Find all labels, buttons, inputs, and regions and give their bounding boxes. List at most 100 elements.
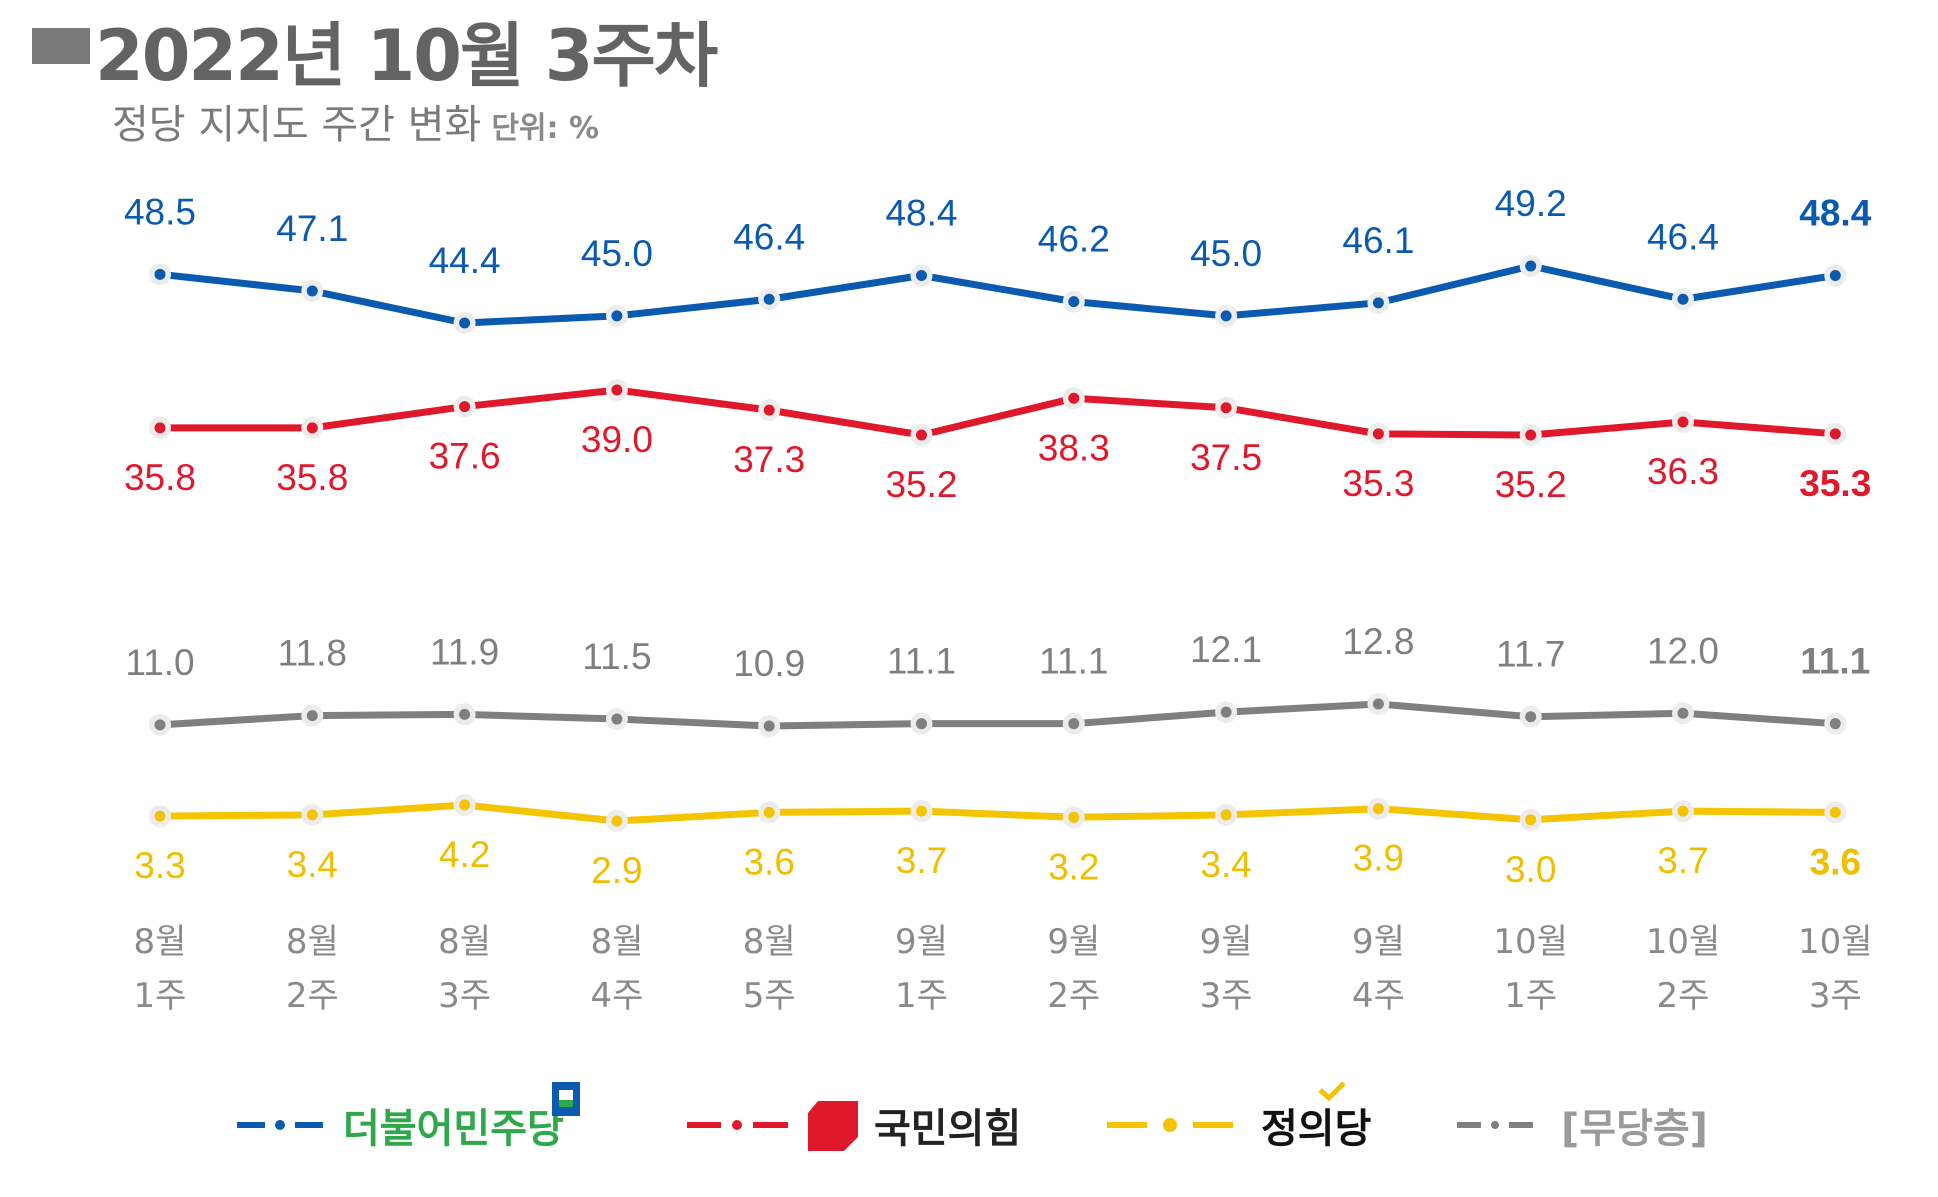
justice-label-text: 정의당: [1261, 1106, 1372, 1152]
data-label-ppp: 37.3: [733, 439, 805, 480]
legend: 더불어민주당 국민의힘 정의당 [무당층: [0, 1080, 1938, 1170]
data-label-nonpartisan: 11.5: [582, 636, 651, 677]
series-line-nonpartisan: [156, 700, 1839, 730]
legend-item-nonpartisan: [무당층]: [1455, 1080, 1708, 1170]
data-label-democratic: 46.4: [733, 216, 805, 257]
data-point-justice: [306, 809, 318, 821]
data-label-ppp: 37.6: [429, 436, 501, 477]
series-line-justice: [156, 801, 1839, 825]
x-tick-week: 2주: [1047, 976, 1100, 1016]
data-point-justice: [611, 815, 623, 827]
page-title: 2022년 10월 3주차: [95, 15, 718, 97]
data-label-nonpartisan: 11.1: [1800, 641, 1870, 682]
data-point-justice: [916, 805, 927, 817]
data-label-ppp: 38.3: [1038, 427, 1110, 468]
data-point-democratic: [154, 268, 166, 280]
data-point-nonpartisan: [306, 710, 318, 722]
data-label-justice: 4.2: [439, 834, 490, 875]
x-tick-week: 4주: [1352, 976, 1405, 1016]
title-square-icon: [32, 28, 90, 64]
x-tick-week: 1주: [895, 976, 948, 1016]
data-point-nonpartisan: [1068, 718, 1080, 730]
data-point-nonpartisan: [1677, 707, 1689, 719]
line-chart: 48.5 47.1 44.4 45.0 46.4 48.4 46.2 45.0 46.1 49.2…: [124, 183, 1873, 1016]
data-label-ppp: 35.8: [124, 457, 196, 498]
data-label-nonpartisan: 12.8: [1342, 621, 1414, 662]
data-point-nonpartisan: [1525, 711, 1537, 723]
data-label-justice: 3.6: [1810, 841, 1861, 882]
data-label-democratic: 48.4: [885, 193, 957, 234]
data-label-ppp: 35.2: [1495, 464, 1567, 505]
data-label-justice: 3.9: [1353, 838, 1404, 879]
data-point-ppp: [1068, 392, 1080, 404]
subtitle-text: 정당 지지도 주간 변화: [112, 102, 482, 148]
data-label-nonpartisan: 12.1: [1190, 629, 1262, 670]
data-point-ppp: [1829, 428, 1841, 440]
data-label-democratic: 45.0: [1190, 233, 1262, 274]
data-point-nonpartisan: [763, 720, 775, 732]
data-point-nonpartisan: [459, 708, 471, 720]
democratic-party-logo-icon: [551, 1082, 580, 1116]
series-line-ppp: [156, 386, 1839, 439]
data-point-democratic: [1068, 296, 1080, 308]
data-label-ppp: 36.3: [1647, 451, 1719, 492]
x-tick-week: 3주: [438, 976, 491, 1016]
data-label-ppp: 39.0: [581, 419, 653, 460]
data-label-justice: 3.4: [1200, 844, 1251, 885]
x-tick-week: 2주: [1657, 976, 1710, 1016]
data-label-nonpartisan: 11.1: [1039, 641, 1108, 682]
data-point-ppp: [763, 404, 775, 416]
data-label-justice: 3.4: [287, 844, 338, 885]
x-tick-month: 8월: [286, 922, 339, 962]
series-line-democratic: [156, 262, 1839, 327]
x-tick-month: 8월: [134, 922, 187, 962]
unit-label: 단위: %: [491, 111, 600, 146]
data-label-justice: 3.7: [1657, 840, 1708, 881]
x-tick-week: 3주: [1809, 976, 1862, 1016]
x-tick-week: 1주: [134, 976, 187, 1016]
data-point-nonpartisan: [611, 713, 623, 725]
x-tick-month: 10월: [1646, 922, 1721, 962]
x-tick-month: 8월: [590, 922, 643, 962]
data-point-democratic: [1829, 270, 1841, 281]
data-point-justice: [1220, 809, 1232, 821]
data-label-nonpartisan: 11.0: [125, 642, 194, 683]
data-label-justice: 3.6: [743, 841, 794, 882]
data-point-nonpartisan: [1220, 706, 1232, 718]
x-tick-month: 10월: [1798, 922, 1873, 962]
data-label-nonpartisan: 12.0: [1647, 630, 1719, 671]
legend-line-nonpartisan: [1457, 1121, 1533, 1129]
data-label-nonpartisan: 11.7: [1496, 634, 1565, 675]
data-point-democratic: [1525, 260, 1537, 272]
data-label-nonpartisan: 10.9: [733, 643, 805, 684]
x-tick-month: 8월: [743, 922, 796, 962]
data-label-justice: 3.3: [134, 845, 185, 886]
legend-label-nonpartisan: [무당층]: [1561, 1106, 1708, 1152]
data-label-democratic: 46.4: [1647, 216, 1719, 257]
data-point-ppp: [1677, 416, 1689, 428]
data-label-ppp: 35.3: [1342, 463, 1414, 504]
data-point-democratic: [459, 317, 471, 329]
data-label-justice: 3.2: [1048, 846, 1099, 887]
x-tick-week: 4주: [590, 976, 643, 1016]
data-label-democratic: 44.4: [429, 240, 501, 281]
data-point-justice: [154, 810, 166, 822]
data-label-ppp: 35.2: [885, 464, 957, 505]
data-point-justice: [1525, 814, 1537, 826]
x-tick-month: 9월: [895, 922, 948, 962]
data-point-nonpartisan: [1829, 718, 1841, 730]
x-tick-week: 3주: [1200, 976, 1253, 1016]
data-point-ppp: [1372, 428, 1384, 440]
legend-line-ppp: [687, 1120, 788, 1130]
data-point-justice: [1372, 803, 1384, 815]
x-tick-month: 8월: [438, 922, 491, 962]
people-power-party-logo-icon: [808, 1101, 858, 1151]
data-point-ppp: [611, 384, 623, 396]
data-label-democratic: 49.2: [1495, 183, 1567, 224]
data-point-nonpartisan: [1372, 698, 1384, 710]
data-label-justice: 3.7: [896, 840, 947, 881]
legend-label-democratic: 더불어민주당: [343, 1106, 564, 1152]
data-point-nonpartisan: [916, 718, 927, 730]
x-tick-week: 2주: [286, 976, 339, 1016]
data-point-justice: [1829, 806, 1841, 818]
